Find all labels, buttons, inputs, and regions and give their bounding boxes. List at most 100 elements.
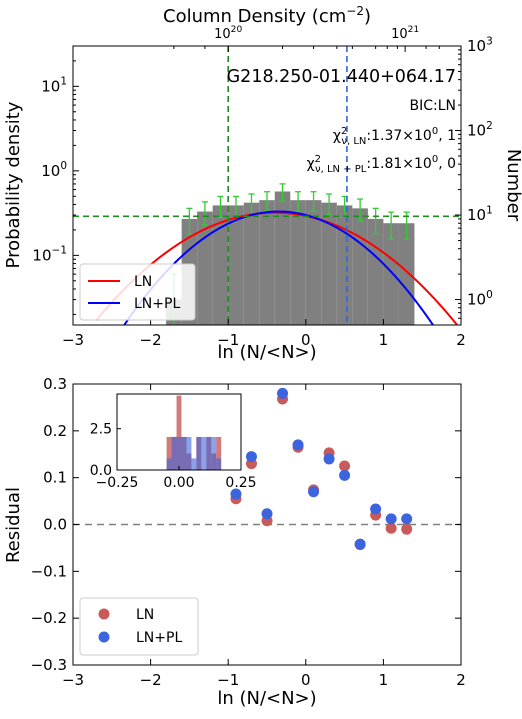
y-tick-label: −0.3	[31, 656, 67, 674]
top-tick-labels: −3 −2 −1 0 1 2 10−1 100 101 100 101 102 103 1020 1021	[32, 25, 492, 349]
lnpl-residual-point	[370, 503, 382, 515]
lnpl-residual-point	[277, 387, 289, 399]
y-left-tick-label: 100	[41, 160, 67, 180]
x-tick-label: 2	[456, 671, 466, 689]
x-tick-label: −2	[140, 671, 162, 689]
bottom-legend-box	[79, 597, 199, 656]
bottom-panel: −3 −2 −1 0 1 2 −0.3 −0.2 −0.1 0.0 0.1 0.2 0.3 ln (N/…	[3, 375, 466, 709]
lnpl-residual-point	[230, 488, 242, 500]
object-name: G218.250-01.440+064.17	[227, 67, 456, 87]
top-axes-frame	[72, 45, 462, 326]
y-left-tick-label: 101	[41, 76, 67, 96]
bottom-plot-area	[73, 387, 461, 551]
histogram-bar	[383, 223, 399, 325]
histogram-bar	[243, 202, 260, 325]
top-legend: LN LN+PL	[79, 263, 196, 321]
inset-plot-area	[166, 395, 222, 470]
x-tick-label: 1	[379, 671, 389, 689]
lnpl-residual-point	[292, 439, 304, 451]
bottom-ylabel: Residual	[3, 487, 24, 563]
histogram-bar	[290, 200, 306, 325]
legend-lnpl-marker	[98, 631, 110, 643]
bottom-legend-lnpl-label: LN+PL	[136, 630, 182, 646]
lnpl-residual-point	[261, 508, 273, 520]
bic-label: BIC:LN	[410, 98, 457, 114]
top-ylabel-left: Probability density	[3, 101, 24, 268]
top-axis-tick-label: 1021	[391, 25, 419, 42]
top-xlabel: ln (N/<N>)	[217, 342, 316, 363]
top-ylabel-right: Number	[503, 149, 522, 222]
lnpl-residual-point	[245, 451, 257, 463]
x-tick-label: 2	[456, 331, 466, 349]
x-tick-label: −3	[62, 671, 84, 689]
top-plot-area	[73, 46, 461, 325]
bottom-xlabel: ln (N/<N>)	[217, 688, 316, 709]
lnpl-residual-point	[339, 469, 351, 481]
histogram-bar	[212, 205, 229, 325]
y-right-tick-label: 102	[467, 120, 493, 140]
bottom-tick-labels: −3 −2 −1 0 1 2 −0.3 −0.2 −0.1 0.0 0.1 0.2 0.3	[31, 375, 466, 689]
inset-lnpl-bar	[201, 436, 207, 470]
inset-lnpl-bar	[211, 436, 217, 470]
histogram-bar	[274, 191, 291, 325]
x-tick-label: 0	[301, 331, 311, 349]
lnpl-residual-point	[323, 453, 335, 465]
inset: −0.25 0.00 0.25 0.0 2.5	[90, 393, 257, 491]
top-axis-label: Column Density (cm−2)	[163, 4, 371, 27]
x-tick-label: −2	[140, 331, 162, 349]
histogram-bar	[336, 205, 353, 325]
histogram-bar	[367, 218, 384, 325]
x-tick-label: 1	[379, 331, 389, 349]
y-tick-label: −0.2	[31, 609, 67, 627]
ln-residual-point	[401, 523, 413, 535]
inset-x-tick-label: −0.25	[96, 475, 139, 491]
x-tick-label: 0	[301, 671, 311, 689]
inset-lnpl-bar	[181, 436, 187, 470]
chi-ln-annotation: χ2 ν, LN:1.37×100, 1	[333, 126, 456, 147]
inset-x-tick-label: 0.00	[163, 475, 194, 491]
y-right-tick-label: 103	[467, 35, 493, 55]
legend-lnpl-label: LN+PL	[134, 296, 180, 312]
inset-lnpl-bar	[186, 436, 192, 470]
y-tick-label: 0.3	[43, 375, 67, 393]
y-left-tick-label: 10−1	[32, 245, 67, 265]
y-right-tick-label: 100	[467, 289, 493, 309]
legend-ln-label: LN	[134, 274, 152, 290]
y-tick-label: −0.1	[31, 562, 67, 580]
histogram-bar	[398, 223, 415, 325]
bottom-legend-ln-label: LN	[136, 607, 154, 623]
inset-y-tick-label: 2.5	[90, 422, 112, 438]
y-tick-label: 0.0	[43, 516, 67, 534]
legend-ln-marker	[98, 608, 110, 620]
x-tick-label: −1	[217, 331, 239, 349]
inset-lnpl-bar	[191, 458, 197, 470]
x-tick-label: −3	[62, 331, 84, 349]
y-right-tick-label: 101	[467, 204, 493, 224]
top-axis-tick-label: 1020	[214, 25, 242, 42]
ln-residual-point	[385, 522, 397, 534]
histogram-bar	[305, 200, 322, 325]
lnpl-residual-point	[308, 486, 320, 498]
ln-residual-point	[339, 460, 351, 472]
bottom-legend: LN LN+PL	[79, 597, 199, 656]
inset-lnpl-bar	[166, 458, 172, 470]
inset-ln-bar	[166, 436, 172, 470]
inset-lnpl-bar	[216, 458, 222, 470]
inset-ticks: −0.25 0.00 0.25 0.0 2.5	[90, 422, 257, 491]
y-tick-label: 0.1	[43, 469, 67, 487]
inset-lnpl-bar	[206, 436, 212, 470]
histogram-bar	[259, 200, 275, 325]
histogram-bar	[352, 208, 368, 325]
top-legend-box	[79, 263, 196, 321]
top-tick-marks	[72, 45, 462, 326]
inset-ln-bar	[176, 395, 182, 470]
y-tick-label: 0.2	[43, 422, 67, 440]
lnpl-residual-point	[401, 513, 413, 525]
x-tick-label: −1	[217, 671, 239, 689]
inset-y-tick-label: 0.0	[90, 463, 112, 479]
inset-x-tick-label: 0.25	[225, 475, 256, 491]
inset-lnpl-bar	[171, 436, 177, 470]
inset-lnpl-bar	[196, 436, 202, 470]
lnpl-residual-point	[385, 513, 397, 525]
